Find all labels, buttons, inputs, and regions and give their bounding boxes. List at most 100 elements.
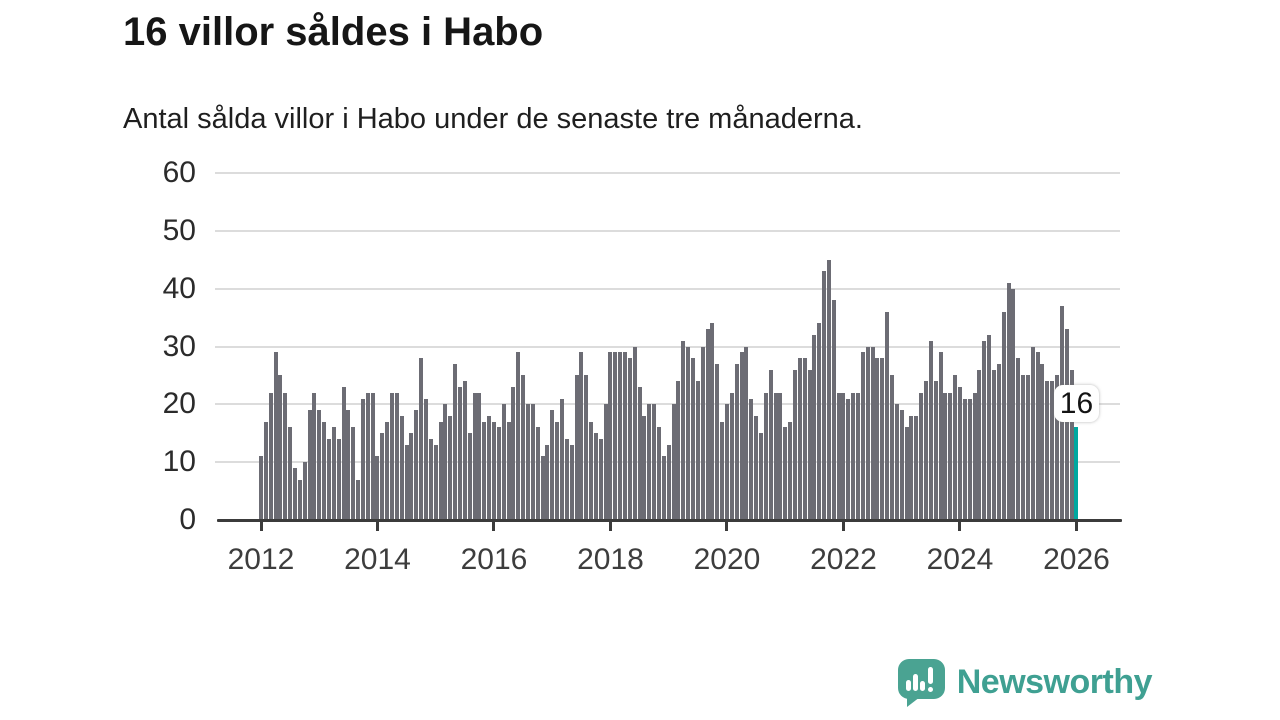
- bar: [831, 300, 836, 520]
- bar: [487, 415, 492, 520]
- bar: [584, 375, 589, 520]
- bar: [1035, 352, 1040, 520]
- bar: [987, 334, 992, 520]
- bar: [856, 392, 861, 520]
- bar: [428, 439, 433, 520]
- bar: [414, 410, 419, 520]
- bar: [705, 329, 710, 520]
- bar: [1021, 375, 1026, 520]
- bar: [467, 433, 472, 520]
- bar: [268, 392, 273, 520]
- bar-current-highlighted: [1074, 427, 1079, 520]
- bar: [278, 375, 283, 520]
- bar: [380, 433, 385, 520]
- bar: [914, 415, 919, 520]
- bar: [433, 444, 438, 520]
- bar: [559, 398, 564, 520]
- y-axis-tick-label: 20: [162, 387, 196, 421]
- bar: [506, 421, 511, 520]
- bar: [676, 381, 681, 520]
- newsworthy-logo-icon: [897, 659, 945, 707]
- y-axis-tick-label: 60: [162, 156, 196, 189]
- x-axis-tick: [492, 522, 496, 531]
- bar: [870, 346, 875, 520]
- bar: [273, 352, 278, 520]
- bar: [948, 392, 953, 520]
- bar: [375, 456, 380, 520]
- bar: [501, 404, 506, 520]
- bar: [943, 392, 948, 520]
- bar: [666, 444, 671, 520]
- bar: [691, 358, 695, 520]
- gridline-y-40: [215, 287, 1120, 290]
- bar: [657, 427, 662, 520]
- bar: [521, 375, 526, 520]
- bar: [686, 346, 691, 520]
- bar: [841, 392, 846, 520]
- bar: [453, 363, 458, 520]
- bar: [574, 375, 579, 520]
- bar: [953, 375, 958, 520]
- bar: [899, 410, 904, 520]
- bar: [860, 352, 865, 520]
- x-axis-tick: [1074, 522, 1078, 531]
- bar: [307, 410, 312, 520]
- bar: [259, 456, 263, 520]
- x-axis-tick: [608, 522, 612, 531]
- bar: [1025, 375, 1030, 520]
- x-axis-tick: [259, 522, 263, 531]
- y-axis-tick-label: 50: [162, 213, 196, 247]
- bar: [448, 415, 453, 520]
- bar: [880, 358, 885, 520]
- bar: [724, 404, 729, 520]
- bar: [569, 444, 574, 520]
- bar: [671, 404, 676, 520]
- bar: [516, 352, 521, 520]
- bar: [564, 439, 569, 520]
- bar: [754, 415, 759, 520]
- x-axis-tick-label: 2022: [810, 543, 877, 576]
- bar: [608, 352, 613, 520]
- bar: [336, 439, 341, 520]
- bar: [390, 392, 395, 520]
- bar: [627, 358, 632, 520]
- x-axis-tick: [725, 522, 729, 531]
- bar: [288, 427, 293, 520]
- bar: [360, 398, 365, 520]
- bar: [972, 392, 977, 520]
- bar: [642, 415, 647, 520]
- y-axis-tick-label: 0: [179, 503, 196, 536]
- x-axis-tick-label: 2026: [1043, 543, 1110, 576]
- bar: [545, 444, 550, 520]
- bar-glyph: [912, 674, 918, 691]
- gridline-y-50: [215, 229, 1120, 232]
- page-title: 16 villor såldes i Habo: [123, 10, 544, 54]
- bar: [836, 392, 841, 520]
- bar: [535, 427, 540, 520]
- bar: [923, 381, 928, 520]
- bar: [1055, 375, 1060, 520]
- bar: [919, 392, 924, 520]
- bar: [885, 311, 890, 520]
- bar: [938, 352, 943, 520]
- bar: [297, 479, 302, 520]
- bar: [491, 421, 496, 520]
- x-axis-tick-label: 2014: [344, 543, 411, 576]
- bar: [991, 369, 996, 520]
- bar: [695, 381, 700, 520]
- bar: [579, 352, 584, 520]
- bar: [637, 386, 642, 520]
- bar: [846, 398, 851, 520]
- bar: [632, 346, 637, 520]
- bar: [1001, 311, 1006, 520]
- bar: [647, 404, 652, 520]
- x-axis-tick-label: 2012: [227, 543, 295, 576]
- y-axis-tick-label: 40: [162, 271, 196, 305]
- bar: [317, 410, 322, 520]
- bar: [525, 404, 530, 520]
- x-axis-tick-label: 2024: [926, 543, 994, 576]
- bar: [851, 392, 856, 520]
- bar: [443, 404, 448, 520]
